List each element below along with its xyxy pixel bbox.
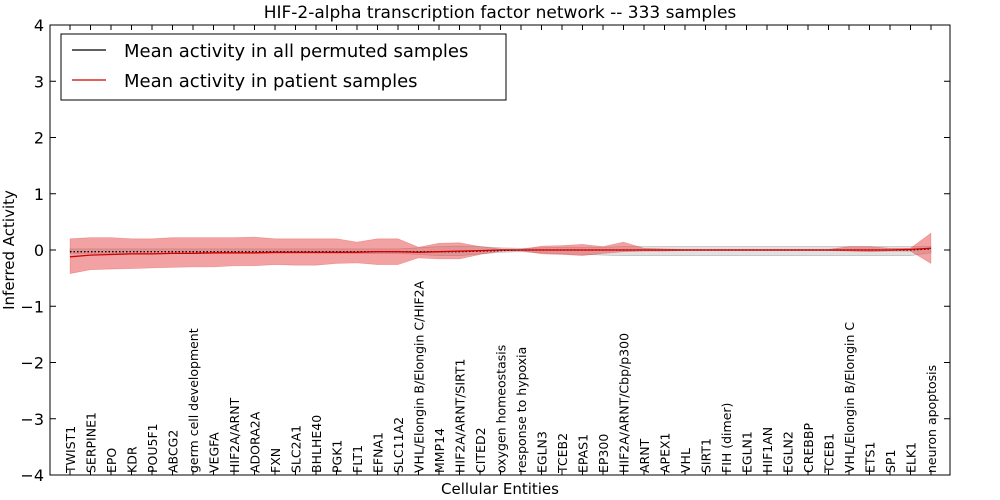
- x-tick-label: TWIST1: [63, 426, 78, 474]
- chart-title: HIF-2-alpha transcription factor network…: [264, 3, 737, 23]
- x-tick-label: ELK1: [904, 442, 919, 473]
- x-tick-label: EGLN2: [781, 431, 796, 473]
- x-tick-label: CITED2: [473, 427, 488, 473]
- x-tick-label: EGLN3: [535, 431, 550, 473]
- x-tick-label: SLC2A1: [289, 425, 304, 473]
- x-tick-label: TCEB2: [555, 433, 570, 474]
- x-axis-label: Cellular Entities: [441, 480, 559, 498]
- x-tick-label: VEGFA: [207, 432, 222, 473]
- x-tick-label: SP1: [883, 450, 898, 473]
- x-tick-label: EP300: [596, 434, 611, 473]
- x-tick-label: response to hypoxia: [514, 347, 529, 473]
- x-tick-label: oxygen homeostasis: [494, 345, 509, 473]
- x-tick-label: CREBBP: [801, 423, 816, 473]
- series-line-patient: [69, 247, 932, 258]
- x-tick-label: HIF1AN: [760, 427, 775, 473]
- band-patient: [69, 232, 932, 274]
- x-tick-label: ABCG2: [166, 430, 181, 473]
- x-tick-label: ARNT: [637, 438, 652, 473]
- x-tick-label: SLC11A2: [391, 417, 406, 473]
- x-tick-label: HIF2A/ARNT: [227, 397, 242, 473]
- x-tick-label: neuron apoptosis: [924, 365, 939, 473]
- x-tick-label: POU5F1: [145, 423, 160, 473]
- y-tick-label: 3: [34, 72, 44, 91]
- x-tick-label: KDR: [125, 446, 140, 473]
- series-lines: [69, 247, 932, 258]
- y-tick-label: −2: [20, 354, 44, 373]
- x-tick-label: ETS1: [863, 442, 878, 473]
- x-tick-label: SIRT1: [699, 438, 714, 473]
- y-axis: −4 −3 −2 −1 0 1 2 3 4: [20, 16, 950, 485]
- x-tick-label: APEX1: [658, 432, 673, 473]
- x-axis: TWIST1 SERPINE1 EPO KDR POU5F1 ABCG2 germ cell…: [63, 25, 939, 475]
- y-tick-label: 4: [34, 16, 44, 35]
- x-tick-label: EFNA1: [371, 432, 386, 473]
- legend-label-patient: Mean activity in patient samples: [124, 71, 418, 92]
- x-tick-label: FXN: [268, 448, 283, 473]
- y-axis-label: Inferred Activity: [0, 190, 18, 310]
- x-tick-label: PGK1: [330, 440, 345, 473]
- x-tick-label: VHL: [678, 448, 693, 473]
- x-tick-label: ADORA2A: [248, 411, 263, 473]
- x-tick-label: BHLHE40: [309, 415, 324, 473]
- y-tick-label: 1: [34, 185, 44, 204]
- y-tick-label: 0: [34, 241, 44, 260]
- legend-box: [60, 33, 507, 101]
- x-tick-label: EPO: [104, 448, 119, 473]
- y-tick-label: −3: [20, 410, 44, 429]
- legend: Mean activity in all permuted samples Me…: [60, 33, 507, 101]
- x-tick-label: HIF2A/ARNT/SIRT1: [453, 359, 468, 473]
- x-tick-label: SERPINE1: [84, 412, 99, 473]
- x-tick-label: VHL/Elongin B/Elongin C: [842, 322, 857, 473]
- y-tick-label: 2: [34, 129, 44, 148]
- x-tick-label: MMP14: [432, 428, 447, 473]
- x-tick-label: FLT1: [350, 445, 365, 473]
- x-tick-label: germ cell development: [186, 328, 201, 473]
- x-tick-label: FIH (dimer): [719, 403, 734, 473]
- legend-label-permuted: Mean activity in all permuted samples: [124, 41, 468, 62]
- y-tick-label: −1: [20, 297, 44, 316]
- x-tick-label: HIF2A/ARNT/Cbp/p300: [617, 333, 632, 473]
- x-tick-label: EGLN1: [740, 431, 755, 473]
- x-tick-label: TCEB1: [822, 433, 837, 474]
- x-tick-label: VHL/Elongin B/Elongin C/HIF2A: [412, 280, 427, 473]
- x-tick-label: EPAS1: [576, 434, 591, 473]
- y-tick-label: −4: [20, 466, 44, 485]
